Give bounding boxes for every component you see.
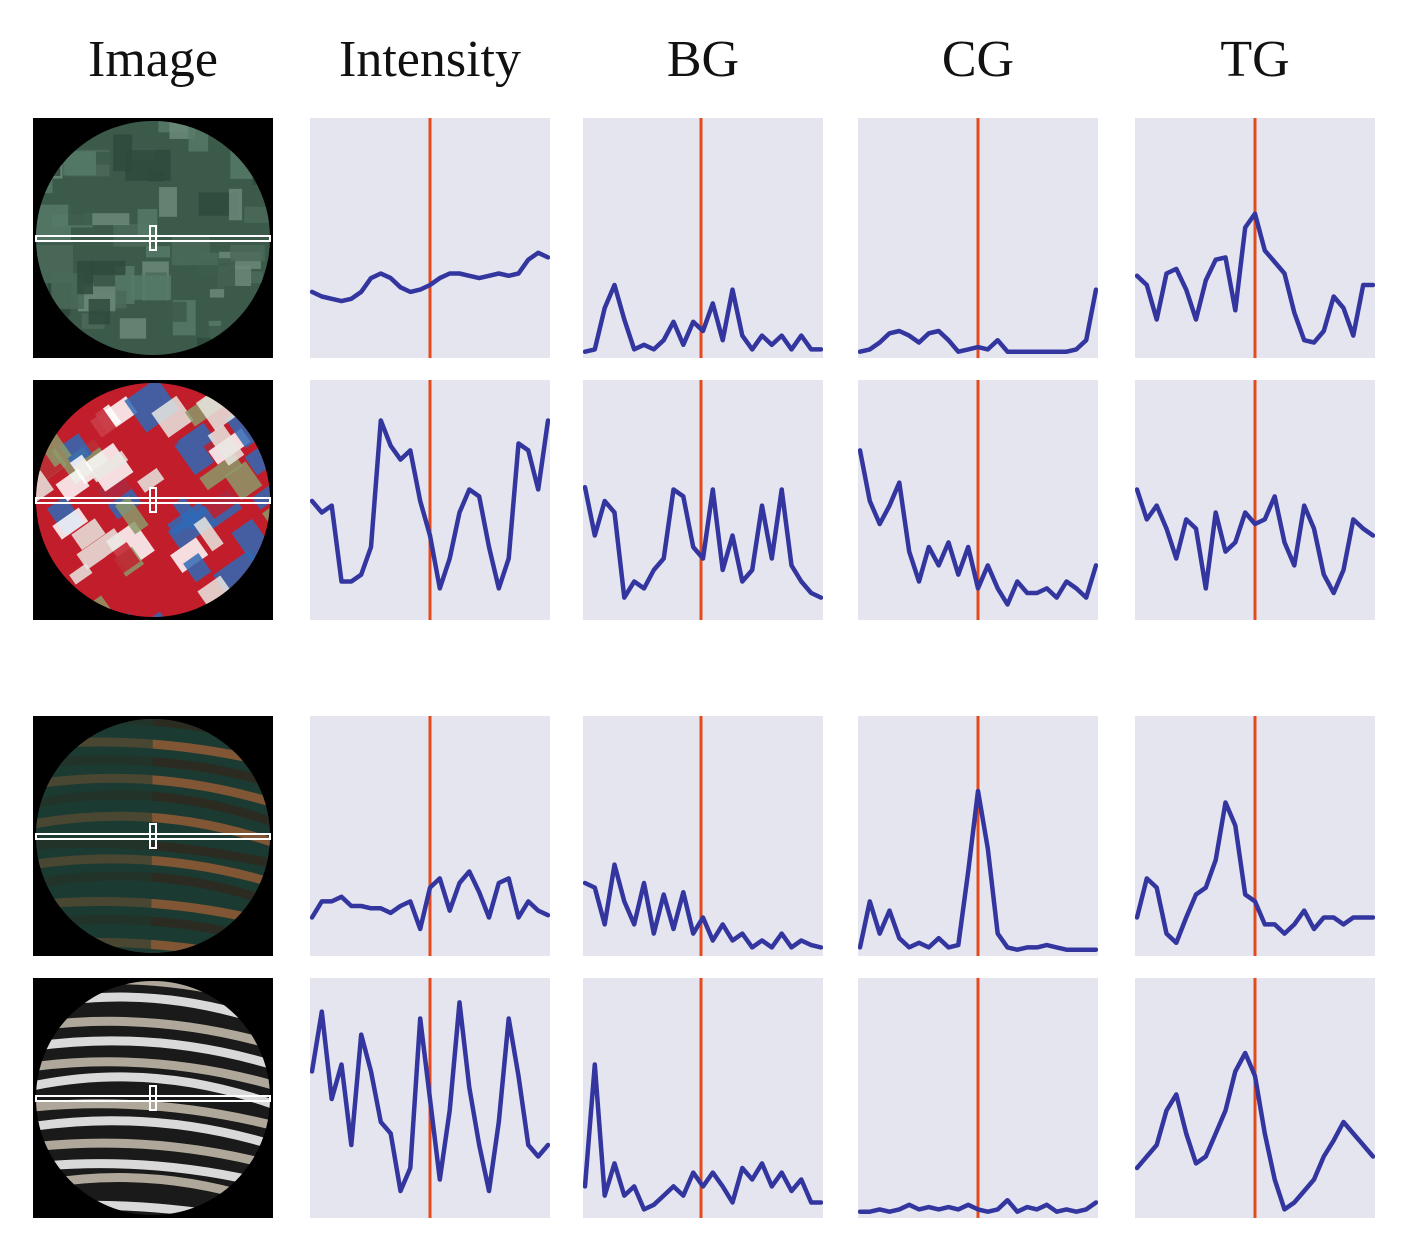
scanline [35, 497, 271, 504]
plot-background [583, 380, 823, 620]
profile-plot-cg [858, 380, 1098, 620]
image-patch-svg [33, 380, 273, 620]
profile-panel-intensity [310, 380, 550, 620]
profile-curve [1135, 800, 1375, 946]
profile-plot-cg [858, 716, 1098, 956]
profile-curve [1135, 211, 1375, 345]
profile-plot-cg [858, 978, 1098, 1218]
profile-curve [858, 1197, 1098, 1214]
profile-curve [1135, 487, 1375, 596]
profile-plot-bg [583, 716, 823, 956]
profile-curve [310, 250, 550, 304]
profile-curve [310, 869, 550, 932]
profile-curve [583, 1062, 823, 1212]
profile-curve [310, 418, 550, 591]
profile-panel-cg [858, 118, 1098, 358]
profile-panel-tg [1135, 380, 1375, 620]
profile-panel-bg [583, 978, 823, 1218]
profile-panel-cg [858, 716, 1098, 956]
profile-plot-intensity [310, 380, 550, 620]
profile-panel-bg [583, 118, 823, 358]
profile-curve [583, 282, 823, 354]
profile-panel-tg [1135, 118, 1375, 358]
scanline-center-tick [149, 487, 157, 513]
scanline [35, 235, 271, 242]
profile-plot-tg [1135, 978, 1375, 1218]
plot-background [583, 118, 823, 358]
header-cg: CG [941, 31, 1015, 88]
profile-curve [858, 448, 1098, 607]
profile-panel-intensity [310, 716, 550, 956]
profile-plot-intensity [310, 978, 550, 1218]
profile-panel-bg [583, 716, 823, 956]
profile-plot-tg [1135, 716, 1375, 956]
profile-curve [583, 862, 823, 950]
profile-panel-cg [858, 380, 1098, 620]
scanline-center-tick [149, 1085, 157, 1111]
profile-panel-tg [1135, 978, 1375, 1218]
scanline [35, 1095, 271, 1102]
profile-plot-intensity [310, 118, 550, 358]
profile-panel-cg [858, 978, 1098, 1218]
profile-curve [310, 1000, 550, 1194]
scanline-center-tick [149, 225, 157, 251]
scanline [35, 833, 271, 840]
profile-plot-bg [583, 978, 823, 1218]
scanline-center-tick [149, 823, 157, 849]
profile-panel-intensity [310, 118, 550, 358]
image-patch [33, 978, 273, 1218]
profile-panel-tg [1135, 716, 1375, 956]
image-patch [33, 380, 273, 620]
image-patch [33, 716, 273, 956]
profile-panel-intensity [310, 978, 550, 1218]
image-patch-svg [33, 978, 273, 1218]
header-intensity: Intensity [339, 31, 521, 88]
profile-curve [858, 287, 1098, 354]
header-bg: BG [666, 31, 740, 88]
profile-plot-bg [583, 380, 823, 620]
profile-plot-tg [1135, 380, 1375, 620]
profile-curve [1135, 1050, 1375, 1212]
profile-plot-bg [583, 118, 823, 358]
header-tg: TG [1220, 31, 1290, 88]
profile-plot-intensity [310, 716, 550, 956]
profile-curve [858, 788, 1098, 952]
profile-plot-tg [1135, 118, 1375, 358]
profile-plot-cg [858, 118, 1098, 358]
header-image: Image [88, 31, 218, 88]
image-patch-svg [33, 716, 273, 956]
image-patch [33, 118, 273, 358]
profile-curve [583, 484, 823, 600]
profile-panel-bg [583, 380, 823, 620]
image-patch-svg [33, 118, 273, 358]
